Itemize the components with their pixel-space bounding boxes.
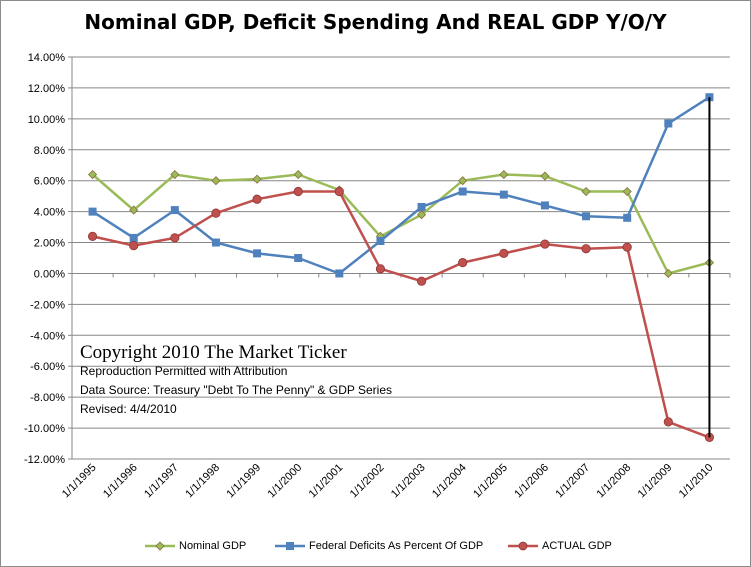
y-tick-label: -4.00% xyxy=(30,330,65,342)
axes xyxy=(68,56,731,460)
data-source-note: Data Source: Treasury "Debt To The Penny… xyxy=(80,383,393,397)
x-tick-label: 1/1/1995 xyxy=(60,462,99,501)
gridlines xyxy=(72,56,730,460)
data-point-federal-deficits xyxy=(458,187,467,196)
y-tick-label: 12.00% xyxy=(28,83,66,95)
x-tick-label: 1/1/2002 xyxy=(348,462,387,501)
copyright-note: Copyright 2010 The Market Ticker xyxy=(80,342,347,363)
legend-label-federal-deficits: Federal Deficits As Percent Of GDP xyxy=(309,540,484,552)
data-point-nominal-gdp xyxy=(499,169,509,180)
data-point-federal-deficits xyxy=(129,233,138,242)
data-point-federal-deficits xyxy=(211,238,220,247)
data-point-federal-deficits xyxy=(88,207,97,216)
data-point-actual-gdp xyxy=(581,244,591,254)
legend-swatch-federal-deficits xyxy=(275,542,305,550)
data-point-federal-deficits xyxy=(294,254,303,262)
data-point-actual-gdp xyxy=(170,233,180,243)
data-point-nominal-gdp xyxy=(458,176,468,186)
legend-swatch-nominal-gdp xyxy=(145,541,175,551)
data-point-federal-deficits xyxy=(335,269,344,278)
data-point-federal-deficits xyxy=(376,236,385,245)
y-tick-label: 6.00% xyxy=(34,176,65,188)
data-point-nominal-gdp xyxy=(581,186,591,197)
y-tick-label: -2.00% xyxy=(30,299,65,311)
data-point-actual-gdp xyxy=(499,248,509,258)
y-tick-label: 14.00% xyxy=(28,52,66,64)
data-point-actual-gdp xyxy=(252,194,262,204)
x-tick-label: 1/1/2010 xyxy=(677,462,716,501)
chart-title: Nominal GDP, Deficit Spending And REAL G… xyxy=(84,10,667,34)
x-tick-label: 1/1/2008 xyxy=(595,462,634,501)
x-tick-label: 1/1/2000 xyxy=(266,462,305,501)
legend-swatch-actual-gdp xyxy=(508,541,538,551)
data-point-federal-deficits xyxy=(623,213,632,222)
data-point-nominal-gdp xyxy=(129,205,139,215)
y-tick-label: 10.00% xyxy=(28,114,66,126)
data-point-nominal-gdp xyxy=(170,169,180,180)
y-tick-label: -6.00% xyxy=(30,361,65,373)
x-tick-label: 1/1/2001 xyxy=(307,462,346,501)
x-tick-label: 1/1/2003 xyxy=(389,462,428,501)
data-point-actual-gdp xyxy=(211,208,221,218)
data-point-federal-deficits xyxy=(417,202,426,211)
data-point-nominal-gdp xyxy=(416,210,427,220)
data-point-actual-gdp xyxy=(375,264,386,274)
legend-item-actual-gdp: ACTUAL GDP xyxy=(508,536,612,556)
series-line-2 xyxy=(92,190,710,439)
legend-label-nominal-gdp: Nominal GDP xyxy=(179,540,247,552)
data-point-federal-deficits xyxy=(499,190,508,199)
y-tick-label: -10.00% xyxy=(24,423,65,435)
chart-legend: Nominal GDP Federal Deficits As Percent … xyxy=(0,536,751,556)
x-tick-label: 1/1/2004 xyxy=(430,462,469,501)
data-point-federal-deficits xyxy=(540,201,549,210)
y-tick-label: -12.00% xyxy=(24,454,65,466)
x-tick-label: 1/1/1998 xyxy=(183,462,222,501)
y-tick-label: -8.00% xyxy=(30,392,65,404)
y-tick-label: 2.00% xyxy=(34,238,65,250)
data-point-nominal-gdp xyxy=(87,169,98,180)
y-tick-label: 8.00% xyxy=(34,145,65,157)
data-point-actual-gdp xyxy=(416,276,427,286)
x-tick-label: 1/1/2005 xyxy=(471,462,510,501)
series-lines xyxy=(87,93,715,442)
data-point-nominal-gdp xyxy=(252,174,262,184)
x-tick-label: 1/1/1999 xyxy=(224,462,263,501)
data-point-federal-deficits xyxy=(253,249,262,258)
x-tick-label: 1/1/1996 xyxy=(101,462,140,501)
data-point-nominal-gdp xyxy=(293,169,303,180)
data-point-nominal-gdp xyxy=(622,186,632,197)
legend-item-federal-deficits: Federal Deficits As Percent Of GDP xyxy=(275,536,483,556)
data-point-nominal-gdp xyxy=(663,268,673,279)
data-point-federal-deficits xyxy=(170,206,179,215)
x-tick-labels: 1/1/1995 1/1/1996 1/1/1997 1/1/1998 1/1/1999… xyxy=(60,462,716,501)
x-tick-label: 1/1/1997 xyxy=(142,462,181,501)
data-point-actual-gdp xyxy=(540,239,550,249)
data-point-federal-deficits xyxy=(664,119,673,128)
data-point-actual-gdp xyxy=(458,258,468,268)
data-point-actual-gdp xyxy=(334,186,344,197)
data-point-actual-gdp xyxy=(663,417,673,427)
y-tick-label: 4.00% xyxy=(34,207,65,219)
y-tick-labels: 14.00% 12.00% 10.00% 8.00% 6.00% 4.00% 2.00% 0.… xyxy=(24,52,65,466)
data-point-actual-gdp xyxy=(622,242,632,252)
reproduction-note: Reproduction Permitted with Attribution xyxy=(80,364,288,378)
y-tick-label: 0.00% xyxy=(34,268,65,280)
data-point-actual-gdp xyxy=(293,186,303,197)
data-point-actual-gdp xyxy=(87,231,98,241)
data-point-actual-gdp xyxy=(129,241,139,251)
x-tick-label: 1/1/2007 xyxy=(553,462,592,501)
data-point-nominal-gdp xyxy=(211,176,221,186)
data-point-federal-deficits xyxy=(582,212,591,221)
legend-item-nominal-gdp: Nominal GDP xyxy=(145,536,246,556)
legend-label-actual-gdp: ACTUAL GDP xyxy=(542,540,612,552)
x-tick-label: 1/1/2006 xyxy=(512,462,551,501)
x-tick-label: 1/1/2009 xyxy=(636,462,675,501)
revised-note: Revised: 4/4/2010 xyxy=(80,402,177,416)
data-point-nominal-gdp xyxy=(540,171,550,181)
